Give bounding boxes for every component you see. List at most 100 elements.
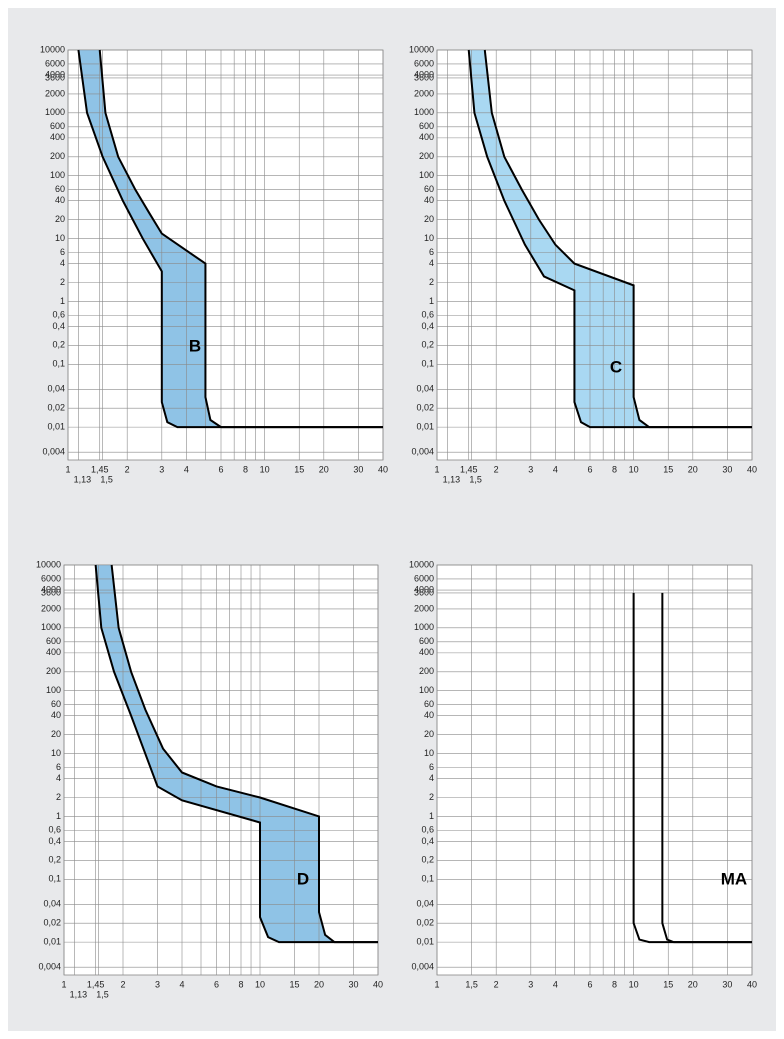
curve (94, 564, 378, 944)
y-tick-label: 0,004 (411, 962, 434, 972)
x-tick-label: 4 (184, 464, 189, 474)
y-tick-label: 6 (60, 247, 65, 257)
x-tick-label: 1,13 (74, 474, 92, 484)
plot-area (67, 49, 384, 461)
y-tick-label: 0,04 (416, 899, 434, 909)
x-tick-label: 15 (290, 979, 300, 989)
y-tick-label: 600 (46, 636, 61, 646)
x-tick-label: 1,45 (460, 464, 478, 474)
curve-label: D (297, 869, 309, 888)
y-tick-label: 2000 (414, 88, 434, 98)
x-tick-label: 2 (120, 979, 125, 989)
y-tick-label: 0,6 (421, 825, 434, 835)
y-tick-label: 10 (55, 233, 65, 243)
y-tick-label: 2 (60, 277, 65, 287)
y-tick-label: 0,01 (43, 937, 61, 947)
x-tick-label: 6 (214, 979, 219, 989)
y-tick-label: 3600 (414, 587, 434, 597)
y-tick-label: 0,4 (421, 321, 434, 331)
y-tick-label: 1000 (45, 107, 65, 117)
y-tick-label: 10 (51, 748, 61, 758)
y-tick-label: 40 (55, 195, 65, 205)
y-tick-label: 600 (50, 121, 65, 131)
x-tick-label: 2 (125, 464, 130, 474)
y-tick-label: 0,2 (52, 340, 65, 350)
x-tick-label: 1 (434, 979, 439, 989)
y-tick-label: 0,2 (421, 340, 434, 350)
x-tick-label: 30 (353, 464, 363, 474)
y-tick-label: 10000 (36, 559, 61, 569)
y-tick-label: 0,6 (52, 310, 65, 320)
plot-area (436, 564, 753, 976)
x-tick-label: 3 (159, 464, 164, 474)
y-tick-label: 3600 (414, 72, 434, 82)
y-tick-label: 400 (50, 132, 65, 142)
x-tick-label: 3 (528, 979, 533, 989)
x-tick-label: 3 (155, 979, 160, 989)
x-tick-label: 1,13 (443, 474, 461, 484)
y-tick-label: 4 (56, 773, 61, 783)
y-tick-label: 0,02 (43, 918, 61, 928)
y-tick-label: 0,04 (47, 384, 65, 394)
x-tick-label: 10 (255, 979, 265, 989)
x-tick-label: 40 (373, 979, 383, 989)
curve (110, 564, 378, 944)
y-tick-label: 4 (429, 773, 434, 783)
x-tick-label: 8 (612, 464, 617, 474)
y-tick-label: 0,1 (421, 874, 434, 884)
y-tick-label: 1000 (414, 107, 434, 117)
x-tick-label: 8 (243, 464, 248, 474)
x-tick-label: 1,5 (469, 474, 482, 484)
y-tick-label: 60 (424, 184, 434, 194)
x-tick-label: 20 (688, 464, 698, 474)
x-tick-label: 1 (434, 464, 439, 474)
x-tick-label: 3 (528, 464, 533, 474)
y-tick-label: 0,02 (47, 403, 65, 413)
x-tick-label: 1 (61, 979, 66, 989)
y-tick-label: 6 (429, 762, 434, 772)
y-tick-label: 4000 (41, 584, 61, 594)
y-tick-label: 10 (424, 233, 434, 243)
x-tick-label: 30 (722, 464, 732, 474)
y-tick-label: 1 (60, 296, 65, 306)
y-tick-label: 0,2 (421, 855, 434, 865)
y-tick-label: 3600 (45, 72, 65, 82)
y-tick-label: 100 (50, 170, 65, 180)
y-tick-label: 20 (424, 214, 434, 224)
y-tick-label: 60 (424, 699, 434, 709)
y-tick-label: 0,004 (38, 962, 61, 972)
y-tick-label: 0,01 (416, 422, 434, 432)
x-tick-label: 15 (663, 979, 673, 989)
x-tick-label: 1,45 (87, 979, 105, 989)
x-tick-label: 20 (314, 979, 324, 989)
y-tick-label: 200 (419, 666, 434, 676)
y-tick-label: 1000 (41, 622, 61, 632)
y-tick-label: 200 (50, 151, 65, 161)
y-tick-label: 0,02 (416, 918, 434, 928)
y-tick-label: 100 (419, 685, 434, 695)
x-tick-label: 40 (378, 464, 388, 474)
y-tick-label: 1000 (414, 622, 434, 632)
x-tick-label: 8 (612, 979, 617, 989)
y-tick-label: 0,4 (421, 836, 434, 846)
x-tick-label: 4 (179, 979, 184, 989)
y-tick-label: 6 (429, 247, 434, 257)
x-tick-label: 2 (494, 979, 499, 989)
y-tick-label: 4000 (414, 584, 434, 594)
x-tick-label: 10 (629, 979, 639, 989)
y-tick-label: 100 (419, 170, 434, 180)
y-tick-label: 400 (46, 647, 61, 657)
y-tick-label: 6000 (414, 573, 434, 583)
y-tick-label: 200 (46, 666, 61, 676)
y-tick-label: 0,04 (43, 899, 61, 909)
x-tick-label: 4 (553, 979, 558, 989)
y-tick-label: 4000 (414, 69, 434, 79)
y-tick-label: 60 (51, 699, 61, 709)
curve (98, 49, 383, 429)
y-tick-label: 6000 (414, 58, 434, 68)
trip-band (95, 565, 378, 943)
x-tick-label: 20 (688, 979, 698, 989)
y-tick-label: 600 (419, 121, 434, 131)
x-tick-label: 1,5 (100, 474, 113, 484)
